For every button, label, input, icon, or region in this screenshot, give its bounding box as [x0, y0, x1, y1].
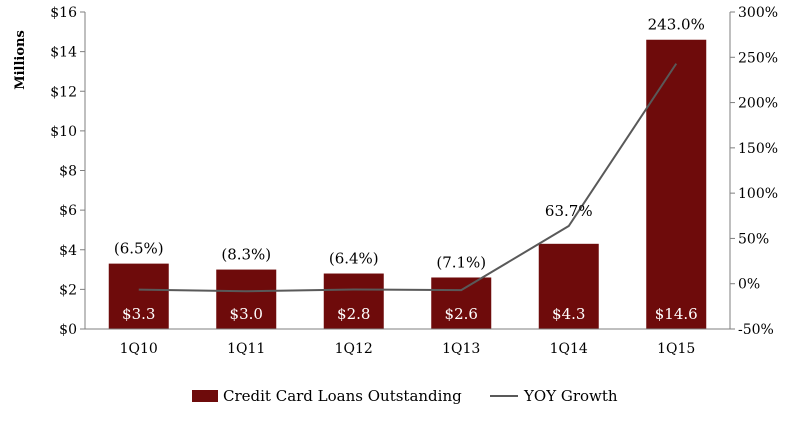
- bar-value-label: $14.6: [655, 305, 698, 323]
- right-tick-label: 200%: [738, 96, 778, 112]
- growth-value-label: 63.7%: [545, 202, 593, 220]
- bar: [646, 39, 707, 330]
- x-axis: 1Q10 1Q11 1Q12 1Q13 1Q14 1Q15: [85, 328, 730, 357]
- x-tick-label: 1Q14: [550, 341, 588, 357]
- legend-label: Credit Card Loans Outstanding: [223, 387, 462, 405]
- legend-item-line: YOY Growth: [490, 387, 618, 405]
- x-tick-label: 1Q11: [227, 341, 265, 357]
- legend-bar-swatch: [192, 390, 218, 402]
- right-tick-label: 300%: [738, 5, 778, 21]
- bar-value-label: $2.6: [445, 305, 478, 323]
- bar: [431, 277, 492, 329]
- legend-label: YOY Growth: [523, 387, 618, 405]
- right-y-axis: -50% 0% 50% 100% 150% 200% 250% 300%: [729, 5, 778, 338]
- right-tick-label: -50%: [738, 322, 774, 338]
- left-tick-label: $8: [59, 164, 77, 180]
- bar-value-label: $2.8: [337, 305, 370, 323]
- right-tick-label: 100%: [738, 186, 778, 202]
- left-tick-label: $16: [50, 5, 77, 21]
- y-axis-label: Millions: [13, 30, 28, 90]
- left-tick-label: $12: [50, 84, 77, 100]
- right-tick-label: 50%: [738, 231, 769, 247]
- right-tick-label: 250%: [738, 50, 778, 66]
- bar-series: $3.3 $3.0 $2.8 $2.6 $4.3 $14.6: [108, 39, 707, 330]
- line-series: (6.5%) (8.3%) (6.4%) (7.1%) 63.7% 243.0%: [114, 16, 705, 293]
- growth-value-label: 243.0%: [648, 16, 705, 34]
- left-tick-label: $4: [59, 243, 77, 259]
- bar: [108, 263, 169, 329]
- right-tick-label: 150%: [738, 141, 778, 157]
- legend-item-bar: Credit Card Loans Outstanding: [192, 387, 462, 405]
- bar: [538, 243, 599, 329]
- growth-value-label: (8.3%): [221, 246, 271, 264]
- bar: [216, 269, 277, 329]
- growth-value-label: (6.4%): [329, 250, 379, 268]
- bar-value-label: $4.3: [552, 305, 585, 323]
- growth-value-label: (7.1%): [436, 253, 486, 271]
- x-tick-label: 1Q13: [442, 341, 480, 357]
- x-tick-label: 1Q10: [120, 341, 158, 357]
- bar: [323, 273, 384, 329]
- left-tick-label: $6: [59, 203, 77, 219]
- left-tick-label: $2: [59, 282, 77, 298]
- bar-value-label: $3.0: [230, 305, 263, 323]
- left-y-axis: $0 $2 $4 $6 $8 $10 $12 $14 $16: [50, 5, 86, 338]
- x-tick-label: 1Q12: [335, 341, 373, 357]
- left-tick-label: $10: [50, 124, 77, 140]
- legend: Credit Card Loans Outstanding YOY Growth: [192, 387, 618, 405]
- growth-value-label: (6.5%): [114, 240, 164, 258]
- left-tick-label: $0: [59, 322, 77, 338]
- bar-value-label: $3.3: [122, 305, 155, 323]
- left-tick-label: $14: [50, 45, 77, 61]
- right-tick-label: 0%: [738, 277, 760, 293]
- growth-line: [138, 63, 678, 293]
- x-tick-label: 1Q15: [657, 341, 695, 357]
